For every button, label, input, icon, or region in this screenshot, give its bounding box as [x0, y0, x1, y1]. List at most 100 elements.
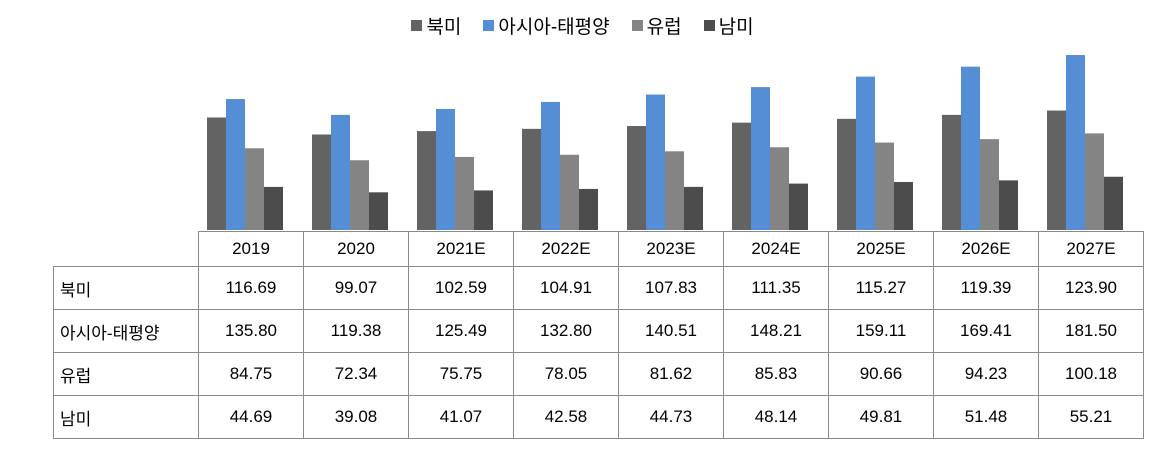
bar	[980, 139, 999, 230]
data-label: 119.38	[303, 309, 409, 353]
bar	[207, 117, 226, 230]
table-row: 유럽 84.75 72.34 75.75 78.05 81.62 85.83 90.66 94.…	[53, 352, 1144, 396]
bar	[369, 192, 388, 230]
data-label: 41.07	[408, 395, 514, 439]
bar	[894, 181, 913, 230]
data-label: 48.14	[723, 395, 829, 439]
data-label: 125.49	[408, 309, 514, 353]
bar	[646, 94, 665, 231]
bar	[455, 156, 474, 230]
data-label: 78.05	[513, 352, 619, 396]
data-label: 75.75	[408, 352, 514, 396]
data-label: 39.08	[303, 395, 409, 439]
category-label: 2026E	[933, 231, 1039, 267]
bar	[942, 114, 961, 230]
data-label: 49.81	[828, 395, 934, 439]
category-label: 2024E	[723, 231, 829, 267]
bar	[789, 183, 808, 230]
bar	[560, 154, 579, 230]
bar	[436, 109, 455, 230]
legend-label: 아시아-태평양	[498, 17, 610, 38]
bar	[474, 190, 493, 230]
bar	[1066, 55, 1085, 230]
bar	[350, 160, 369, 230]
data-label: 107.83	[618, 266, 724, 310]
bar	[312, 134, 331, 230]
data-label: 72.34	[303, 352, 409, 396]
data-label: 119.39	[933, 266, 1039, 310]
bar	[875, 142, 894, 230]
bar	[541, 101, 560, 230]
data-label: 102.59	[408, 266, 514, 310]
data-label: 85.83	[723, 352, 829, 396]
bar	[627, 126, 646, 230]
data-label: 140.51	[618, 309, 724, 353]
data-label: 116.69	[198, 266, 304, 310]
category-label: 2023E	[618, 231, 724, 267]
series-label: 남미	[53, 395, 199, 439]
bar	[1085, 133, 1104, 230]
bar	[961, 66, 980, 230]
bar	[579, 188, 598, 230]
bar	[999, 180, 1018, 230]
legend-label: 남미	[718, 17, 754, 38]
data-label: 81.62	[618, 352, 724, 396]
data-label: 104.91	[513, 266, 619, 310]
legend-item: 남미	[703, 12, 754, 39]
legend-label: 유럽	[646, 17, 682, 38]
bar	[245, 148, 264, 230]
bar	[732, 122, 751, 230]
data-label: 84.75	[198, 352, 304, 396]
data-label: 100.18	[1038, 352, 1144, 396]
bar	[417, 131, 436, 230]
category-label: 2021E	[408, 231, 514, 267]
bar	[751, 87, 770, 230]
table-row: 북미 116.69 99.07 102.59 104.91 107.83 111.35 115…	[53, 266, 1144, 310]
legend: 북미 아시아-태평양 유럽 남미	[0, 12, 1165, 39]
legend-swatch	[703, 20, 715, 31]
data-label: 135.80	[198, 309, 304, 353]
data-label: 94.23	[933, 352, 1039, 396]
bar	[665, 151, 684, 230]
data-label: 44.73	[618, 395, 724, 439]
bar-plot-area	[207, 55, 1123, 231]
category-label: 2020	[303, 231, 409, 267]
bar	[770, 147, 789, 230]
category-label: 2027E	[1038, 231, 1144, 267]
bar	[226, 99, 245, 231]
data-label: 90.66	[828, 352, 934, 396]
legend-swatch	[631, 20, 643, 31]
legend-item: 아시아-태평양	[483, 12, 610, 39]
category-label: 2019	[198, 231, 304, 267]
series-label: 아시아-태평양	[53, 309, 199, 353]
table-row: 아시아-태평양 135.80 119.38 125.49 132.80 140.51 148…	[53, 309, 1144, 353]
legend-swatch	[483, 20, 495, 31]
data-label: 148.21	[723, 309, 829, 353]
bar	[264, 186, 283, 230]
bar	[856, 76, 875, 230]
data-label: 132.80	[513, 309, 619, 353]
bar	[684, 186, 703, 230]
data-label: 115.27	[828, 266, 934, 310]
bar	[1104, 176, 1123, 230]
table-corner	[53, 231, 199, 267]
legend-item: 유럽	[631, 12, 682, 39]
data-label: 181.50	[1038, 309, 1144, 353]
bar	[331, 114, 350, 230]
bar	[1047, 110, 1066, 230]
data-label: 55.21	[1038, 395, 1144, 439]
data-label: 123.90	[1038, 266, 1144, 310]
data-label: 51.48	[933, 395, 1039, 439]
table-row: 남미 44.69 39.08 41.07 42.58 44.73 48.14 49.81 51.…	[53, 395, 1144, 439]
data-label: 159.11	[828, 309, 934, 353]
bar	[522, 128, 541, 230]
data-label: 42.58	[513, 395, 619, 439]
data-table: 2019 2020 2021E 2022E 2023E 2024E 2025E 2026E 20…	[53, 231, 1144, 439]
series-label: 북미	[53, 266, 199, 310]
legend-item: 북미	[411, 12, 461, 39]
data-label: 111.35	[723, 266, 829, 310]
data-label: 44.69	[198, 395, 304, 439]
category-label: 2025E	[828, 231, 934, 267]
data-label: 169.41	[933, 309, 1039, 353]
series-label: 유럽	[53, 352, 199, 396]
